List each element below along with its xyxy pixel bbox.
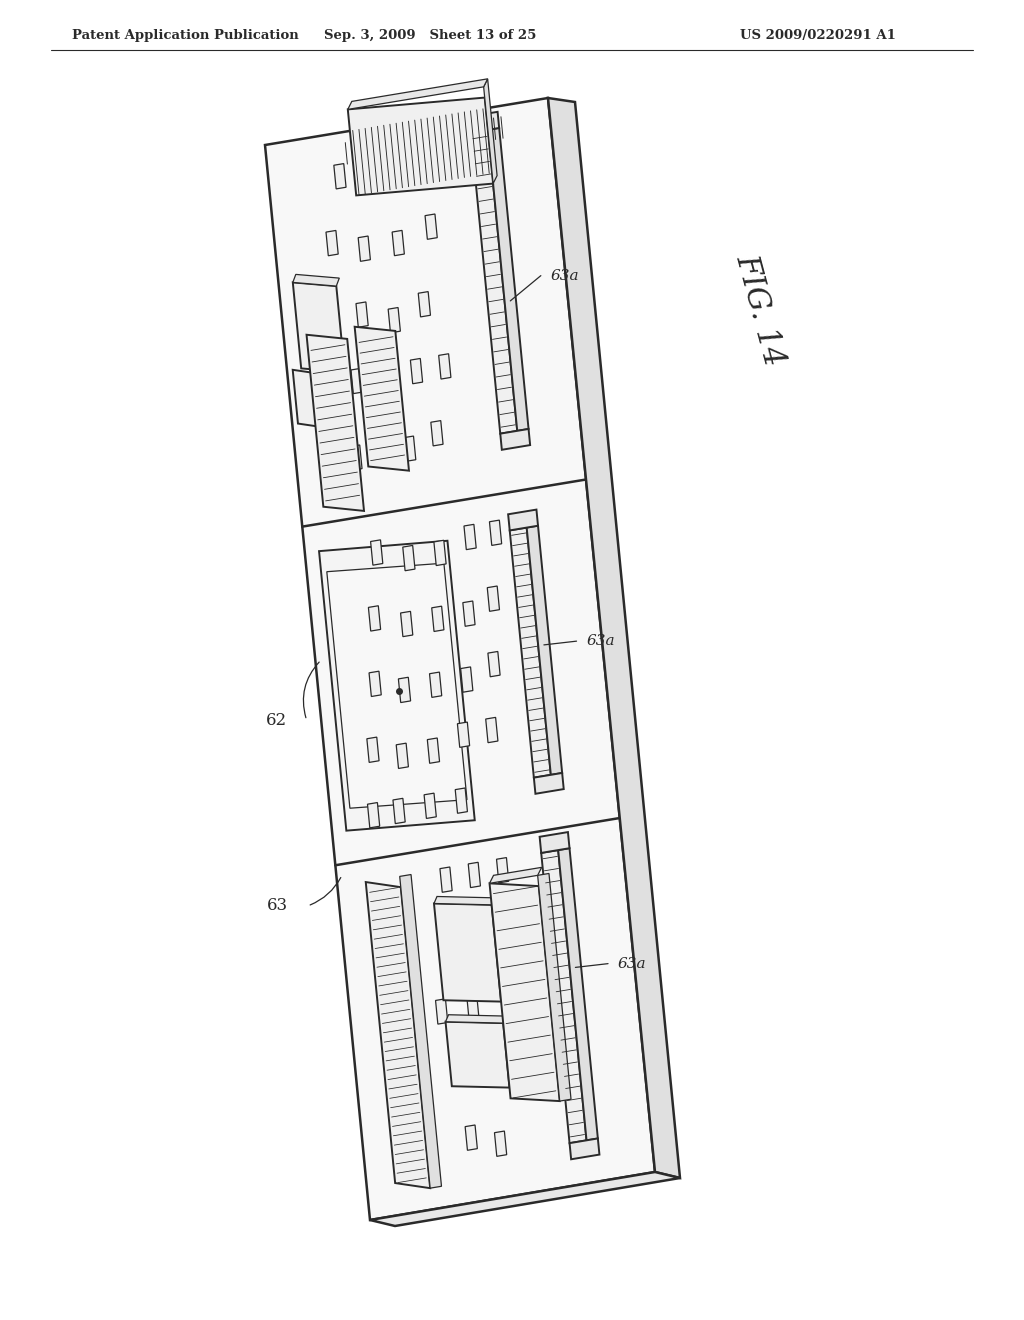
Polygon shape xyxy=(558,849,598,1140)
Polygon shape xyxy=(485,717,498,743)
Polygon shape xyxy=(402,545,415,570)
Polygon shape xyxy=(435,999,447,1024)
Polygon shape xyxy=(369,671,381,697)
Polygon shape xyxy=(388,308,400,333)
Polygon shape xyxy=(440,867,453,892)
Polygon shape xyxy=(400,611,413,636)
Polygon shape xyxy=(432,606,444,631)
Text: Patent Application Publication: Patent Application Publication xyxy=(72,29,299,41)
Polygon shape xyxy=(354,327,409,471)
Polygon shape xyxy=(356,302,369,327)
Polygon shape xyxy=(372,168,384,194)
Polygon shape xyxy=(399,875,441,1188)
Polygon shape xyxy=(293,275,339,286)
Polygon shape xyxy=(392,231,404,256)
Polygon shape xyxy=(293,282,345,372)
Polygon shape xyxy=(431,421,443,446)
Polygon shape xyxy=(465,1125,477,1150)
Polygon shape xyxy=(458,722,470,747)
Polygon shape xyxy=(403,436,416,462)
Polygon shape xyxy=(408,152,420,177)
Polygon shape xyxy=(425,214,437,239)
Polygon shape xyxy=(319,541,475,830)
Polygon shape xyxy=(467,994,479,1019)
Polygon shape xyxy=(370,1172,680,1226)
Polygon shape xyxy=(540,832,569,853)
Polygon shape xyxy=(306,335,364,511)
Polygon shape xyxy=(328,306,340,331)
Polygon shape xyxy=(380,375,392,400)
Polygon shape xyxy=(489,867,542,883)
Polygon shape xyxy=(434,896,495,904)
Polygon shape xyxy=(326,231,338,256)
Polygon shape xyxy=(398,677,411,702)
Polygon shape xyxy=(348,98,494,195)
Polygon shape xyxy=(483,79,497,183)
Polygon shape xyxy=(350,445,362,470)
Polygon shape xyxy=(440,135,453,160)
Polygon shape xyxy=(434,903,501,1002)
Text: 63: 63 xyxy=(266,898,288,915)
Polygon shape xyxy=(429,672,441,697)
Polygon shape xyxy=(534,774,564,793)
Polygon shape xyxy=(437,933,450,958)
Polygon shape xyxy=(393,799,406,824)
Polygon shape xyxy=(371,540,383,565)
Polygon shape xyxy=(471,129,517,434)
Polygon shape xyxy=(487,586,500,611)
Polygon shape xyxy=(334,164,346,189)
Polygon shape xyxy=(411,359,423,384)
Polygon shape xyxy=(396,743,409,768)
Polygon shape xyxy=(327,564,467,808)
Polygon shape xyxy=(542,850,587,1143)
Polygon shape xyxy=(469,112,499,133)
Polygon shape xyxy=(369,606,381,631)
Polygon shape xyxy=(427,738,439,763)
Polygon shape xyxy=(445,1022,510,1088)
Polygon shape xyxy=(489,883,560,1101)
Polygon shape xyxy=(526,525,562,775)
Polygon shape xyxy=(548,98,680,1177)
Polygon shape xyxy=(495,1131,507,1156)
Polygon shape xyxy=(569,1138,599,1159)
Text: 63a: 63a xyxy=(618,957,647,970)
Polygon shape xyxy=(367,737,379,763)
Polygon shape xyxy=(351,368,364,393)
Polygon shape xyxy=(461,667,473,692)
Text: 63a: 63a xyxy=(587,634,615,648)
Polygon shape xyxy=(508,510,538,531)
Polygon shape xyxy=(468,862,480,887)
Polygon shape xyxy=(348,79,487,110)
Polygon shape xyxy=(463,601,475,626)
Polygon shape xyxy=(510,528,551,777)
Polygon shape xyxy=(445,1015,506,1023)
Polygon shape xyxy=(424,793,436,818)
Polygon shape xyxy=(464,524,476,549)
Polygon shape xyxy=(324,438,336,463)
Text: US 2009/0220291 A1: US 2009/0220291 A1 xyxy=(740,29,896,41)
Polygon shape xyxy=(501,429,530,450)
Polygon shape xyxy=(293,370,333,429)
Polygon shape xyxy=(489,520,502,545)
Polygon shape xyxy=(326,372,338,397)
Polygon shape xyxy=(366,882,430,1188)
Polygon shape xyxy=(497,858,509,883)
Polygon shape xyxy=(469,928,481,953)
Polygon shape xyxy=(438,354,451,379)
Polygon shape xyxy=(358,236,371,261)
Polygon shape xyxy=(434,540,446,565)
Polygon shape xyxy=(456,788,467,813)
Polygon shape xyxy=(487,128,528,430)
Polygon shape xyxy=(418,292,430,317)
Text: 63a: 63a xyxy=(551,269,580,282)
Polygon shape xyxy=(265,98,655,1220)
Text: FIG. 14: FIG. 14 xyxy=(730,251,790,370)
Polygon shape xyxy=(498,923,509,948)
Text: 62: 62 xyxy=(265,711,287,729)
Polygon shape xyxy=(538,874,571,1101)
Text: Sep. 3, 2009   Sheet 13 of 25: Sep. 3, 2009 Sheet 13 of 25 xyxy=(324,29,537,41)
Polygon shape xyxy=(487,652,500,677)
Polygon shape xyxy=(375,441,387,466)
Polygon shape xyxy=(368,803,380,828)
